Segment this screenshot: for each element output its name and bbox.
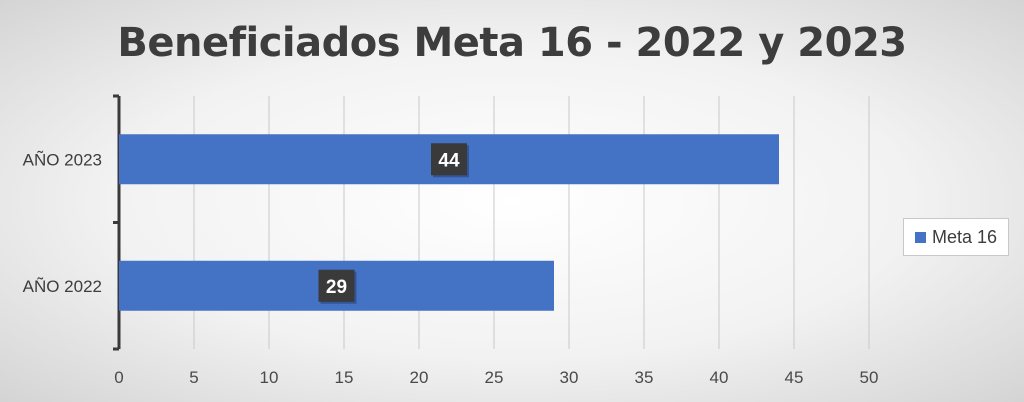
x-tick-label: 0 [114,368,123,387]
chart-title: Beneficiados Meta 16 - 2022 y 2023 [117,20,907,66]
data-label-box [318,269,355,302]
x-tick-label: 25 [485,368,504,387]
x-tick-label: 15 [335,368,354,387]
data-label: 29 [326,277,347,298]
legend: Meta 16 [903,218,1009,256]
x-tick-label: 5 [189,368,198,387]
data-label: 44 [438,150,460,171]
x-tick-label: 45 [785,368,804,387]
x-tick-label: 50 [860,368,879,387]
x-tick-label: 30 [560,368,579,387]
data-label-box [431,143,467,176]
x-tick-label: 10 [260,368,279,387]
y-category-label: AÑO 2022 [23,277,102,296]
y-category-label: AÑO 2023 [23,150,102,169]
x-tick-label: 20 [410,368,429,387]
x-tick-label: 40 [710,368,729,387]
legend-label: Meta 16 [931,226,998,247]
x-tick-label: 35 [635,368,654,387]
legend-swatch [914,231,926,243]
